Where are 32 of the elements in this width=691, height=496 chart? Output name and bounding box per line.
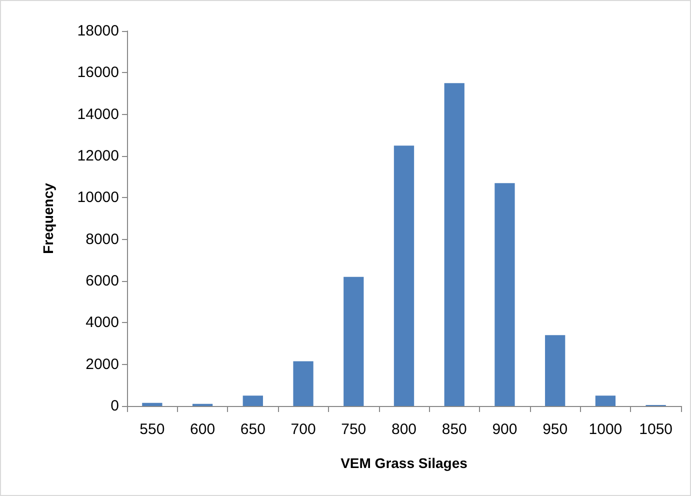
x-tick-label: 900: [492, 421, 518, 438]
y-tick-label: 8000: [86, 230, 119, 248]
bar: [595, 396, 616, 406]
x-tick-label: 800: [391, 421, 417, 438]
y-tick-label: 14000: [77, 106, 119, 123]
x-tick-label: 700: [290, 421, 316, 438]
y-tick-label: 4000: [86, 314, 119, 332]
bar: [494, 183, 515, 406]
y-axis-title: Frequency: [40, 182, 56, 254]
bar: [444, 83, 464, 406]
y-tick-label: 2000: [86, 356, 119, 373]
y-tick-label: 12000: [77, 148, 119, 164]
x-tick-label: 550: [140, 421, 165, 438]
x-tick-label: 750: [341, 421, 366, 438]
bar: [242, 396, 263, 406]
x-axis-title: VEM Grass Silages: [340, 455, 468, 471]
x-tick-label: 850: [442, 421, 467, 438]
y-tick-label: 16000: [77, 64, 119, 82]
bar: [142, 402, 162, 406]
y-tick-label: 0: [110, 398, 119, 414]
bar: [293, 361, 314, 406]
x-tick-label: 1050: [639, 421, 673, 438]
x-tick-label: 650: [240, 421, 266, 438]
x-tick-label: 950: [542, 421, 568, 438]
bar: [344, 276, 364, 406]
y-tick-label: 6000: [86, 272, 119, 290]
y-tick-label: 18000: [77, 22, 119, 40]
x-tick-label: 600: [190, 421, 216, 438]
bar: [394, 146, 414, 406]
bar: [545, 335, 566, 406]
y-tick-label: 10000: [77, 189, 119, 206]
x-tick-label: 1000: [588, 421, 622, 438]
